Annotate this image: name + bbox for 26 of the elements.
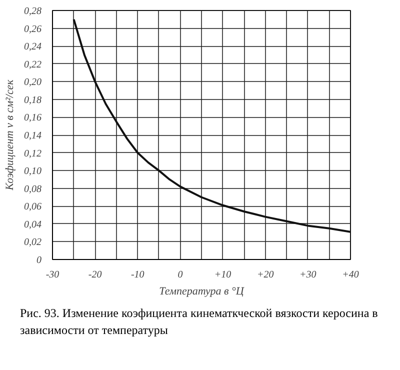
y-tick-label: 0,04 (24, 219, 42, 230)
y-tick-label: 0,28 (24, 6, 42, 17)
y-axis-title: Коэфициент ν в см²/сек (4, 78, 16, 192)
y-tick-label: 0,08 (24, 184, 42, 195)
y-tick-label: 0 (36, 255, 42, 266)
x-tick-label: 0 (178, 270, 183, 280)
y-tick-label: 0,20 (24, 77, 42, 88)
x-tick-label: -20 (88, 270, 102, 280)
y-tick-label: 0,16 (24, 112, 42, 124)
y-tick-label: 0,24 (24, 42, 42, 53)
y-tick-label: 0,26 (24, 24, 42, 35)
y-tick-label: 0,10 (24, 166, 42, 178)
y-tick-label: 0,14 (24, 130, 42, 142)
x-tick-label: +30 (300, 270, 316, 280)
y-tick-label: 0,02 (24, 237, 42, 248)
y-tick-label: 0,06 (24, 202, 42, 213)
x-tick-label: +20 (256, 270, 274, 280)
text: Рис. 93. Изменение коэфициента кинематкческой вязкости керосина в зависимости от температуры (20, 305, 379, 340)
x-tick-label: -10 (130, 270, 144, 280)
x-tick-label: +40 (342, 270, 359, 280)
y-tick-label: 0,12 (24, 148, 42, 160)
y-tick-label: 0,22 (24, 59, 42, 70)
x-tick-label: -30 (46, 270, 60, 280)
x-axis-title: Температура в °Ц (159, 286, 245, 298)
x-tick-label: +10 (214, 270, 232, 280)
y-tick-label: 0,18 (24, 94, 42, 106)
